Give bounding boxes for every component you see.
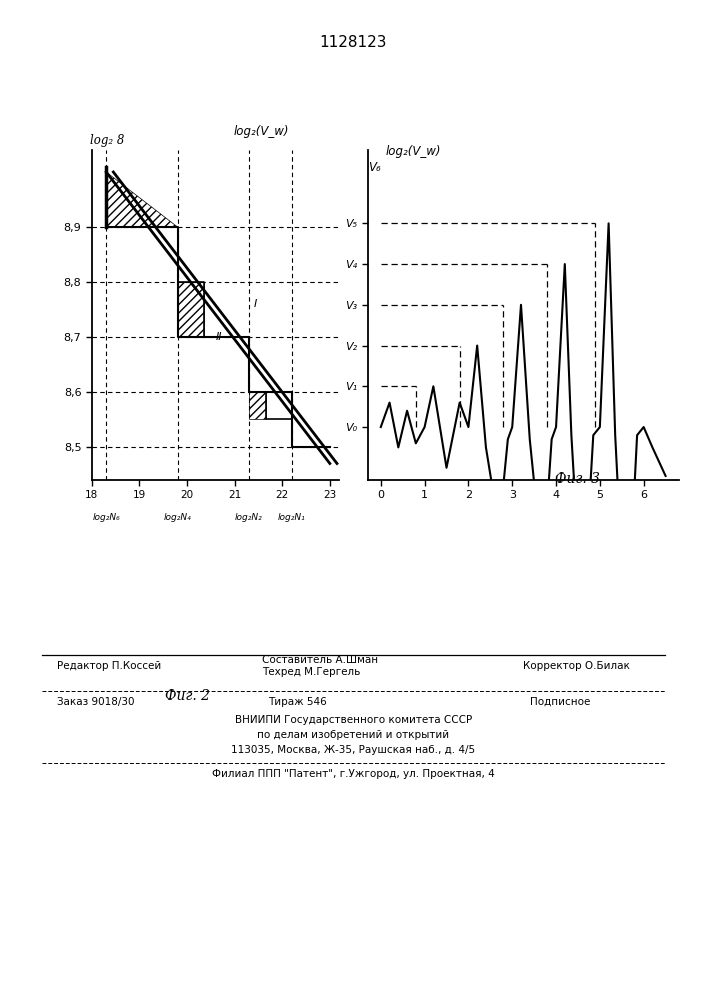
Text: log₂(V_w): log₂(V_w) — [234, 125, 289, 138]
Text: по делам изобретений и открытий: по делам изобретений и открытий — [257, 730, 450, 740]
Text: log₂N₁: log₂N₁ — [278, 513, 305, 522]
Text: Фиг. 2: Фиг. 2 — [165, 689, 209, 703]
Text: 113035, Москва, Ж-35, Раушская наб., д. 4/5: 113035, Москва, Ж-35, Раушская наб., д. … — [231, 745, 476, 755]
Text: I: I — [254, 299, 257, 309]
Text: V₆: V₆ — [368, 161, 381, 174]
Text: Фиг. 3: Фиг. 3 — [556, 472, 600, 486]
Text: log₂N₂: log₂N₂ — [235, 513, 263, 522]
Polygon shape — [249, 392, 266, 419]
Text: Корректор О.Билак: Корректор О.Билак — [523, 661, 630, 671]
Polygon shape — [106, 172, 177, 227]
Text: Заказ 9018/30: Заказ 9018/30 — [57, 697, 134, 707]
Text: Техред М.Гергель: Техред М.Гергель — [262, 667, 360, 677]
Text: Подписное: Подписное — [530, 697, 590, 707]
Text: log₂ 8: log₂ 8 — [90, 134, 124, 147]
Text: Филиал ППП "Патент", г.Ужгород, ул. Проектная, 4: Филиал ППП "Патент", г.Ужгород, ул. Прое… — [212, 769, 495, 779]
Text: Тираж 546: Тираж 546 — [267, 697, 327, 707]
Text: Составитель А.Шман: Составитель А.Шман — [262, 655, 378, 665]
Text: Редактор П.Коссей: Редактор П.Коссей — [57, 661, 160, 671]
Text: log₂N₆: log₂N₆ — [93, 513, 120, 522]
Text: II: II — [216, 332, 222, 342]
Text: log₂(V_w): log₂(V_w) — [385, 145, 440, 158]
Text: ВНИИПИ Государственного комитета СССР: ВНИИПИ Государственного комитета СССР — [235, 715, 472, 725]
Text: log₂N₄: log₂N₄ — [164, 513, 192, 522]
Text: 1128123: 1128123 — [320, 35, 387, 50]
Polygon shape — [177, 282, 204, 337]
